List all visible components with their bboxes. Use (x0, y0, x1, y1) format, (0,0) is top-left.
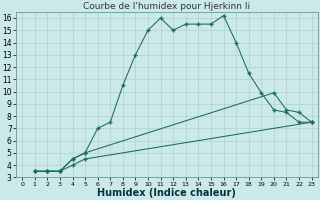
Title: Courbe de l'humidex pour Hjerkinn Ii: Courbe de l'humidex pour Hjerkinn Ii (83, 2, 251, 11)
X-axis label: Humidex (Indice chaleur): Humidex (Indice chaleur) (98, 188, 236, 198)
